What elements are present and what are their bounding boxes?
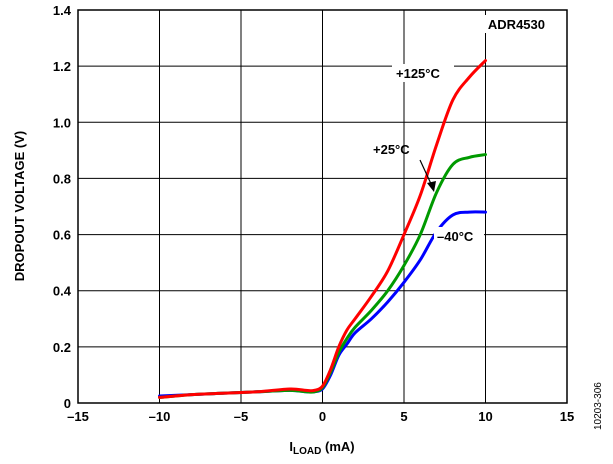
y-tick-label: 0.8 <box>53 171 71 186</box>
x-tick-label: –10 <box>149 409 171 424</box>
y-tick-label: 1.4 <box>53 3 72 18</box>
tm40-label: –40°C <box>437 229 474 244</box>
y-tick-label: 0 <box>64 396 71 411</box>
x-axis-title: ILOAD (mA) <box>289 439 354 457</box>
y-tick-label: 0.2 <box>53 340 71 355</box>
x-axis-title-unit: (mA) <box>321 439 354 454</box>
device-label-bg <box>484 15 550 33</box>
x-tick-label: –15 <box>67 409 89 424</box>
y-tick-label: 0.6 <box>53 228 71 243</box>
x-tick-label: 5 <box>400 409 407 424</box>
tick-labels: –15 –10 –5 0 5 10 15 0 0.2 0.4 0.6 0.8 1.0 1.2 1.4 <box>53 3 574 424</box>
x-axis-title-main: I <box>289 439 293 454</box>
x-tick-label: 10 <box>478 409 492 424</box>
figure-id: 10203-306 <box>593 382 604 430</box>
x-tick-label: 15 <box>560 409 574 424</box>
y-axis-title: DROPOUT VOLTAGE (V) <box>12 131 27 281</box>
t25-pointer-arrowhead <box>427 181 436 192</box>
x-tick-label: 0 <box>319 409 326 424</box>
y-tick-label: 1.0 <box>53 115 71 130</box>
series-line-plus125c <box>158 59 487 399</box>
t25-pointer-line <box>419 159 433 187</box>
x-axis-title-subscript: LOAD <box>293 446 321 457</box>
t25-label: +25°C <box>373 142 410 157</box>
x-tick-label: –5 <box>234 409 248 424</box>
y-tick-label: 1.2 <box>53 59 71 74</box>
device-label: ADR4530 <box>488 17 545 32</box>
grid-lines <box>78 10 567 403</box>
t125-label: +125°C <box>396 66 440 81</box>
y-tick-label: 0.4 <box>53 284 72 299</box>
tm40-label-bg <box>434 227 484 245</box>
t125-label-bg <box>392 64 454 82</box>
